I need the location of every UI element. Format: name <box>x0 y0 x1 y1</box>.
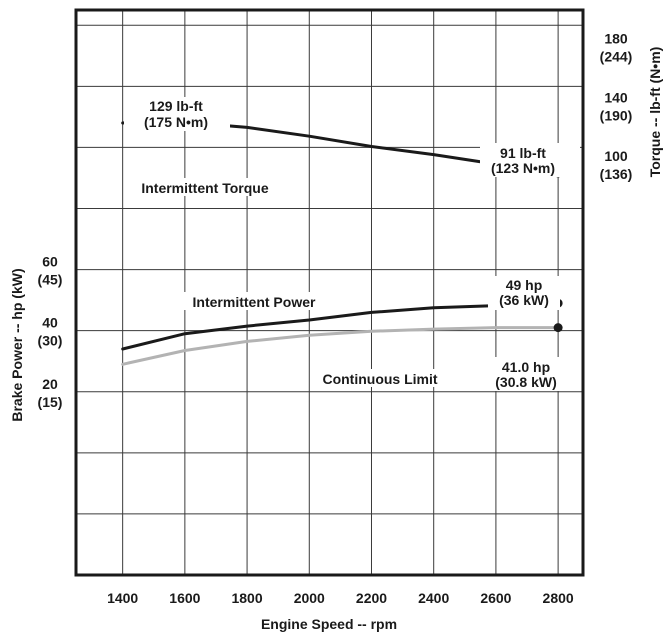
left-tick-label-kw: (15) <box>38 394 63 410</box>
torque-end-label-nm: (123 N•m) <box>491 160 555 176</box>
grid-lines <box>76 10 583 575</box>
x-axis-title: Engine Speed -- rpm <box>261 616 397 632</box>
right-tick-label-nm: (244) <box>600 49 633 65</box>
series-label-intermittent-power: Intermittent Power <box>193 294 316 310</box>
left-axis-title: Brake Power -- hp (kW) <box>9 268 25 421</box>
torque-end-label-bg <box>480 143 580 177</box>
x-tick-label: 2600 <box>480 590 511 606</box>
left-tick-label-kw: (45) <box>38 272 63 288</box>
series-line-continuous-limit <box>121 326 560 366</box>
left-tick-label-hp: 20 <box>42 376 58 392</box>
torque-peak-label-lbft: 129 lb-ft <box>149 98 203 114</box>
left-tick-label-hp: 40 <box>42 315 58 331</box>
power-end-label-kw: (36 kW) <box>499 292 549 308</box>
continuous-label-bg <box>310 369 450 387</box>
right-tick-label-lbft: 140 <box>604 89 628 105</box>
series-label-continuous-limit: Continuous Limit <box>322 371 437 387</box>
right-tick-label-lbft: 100 <box>604 148 628 164</box>
x-tick-label: 1600 <box>169 590 200 606</box>
torque-label-bg <box>130 178 280 196</box>
x-tick-label: 1800 <box>231 590 262 606</box>
power-label-bg <box>180 292 328 310</box>
continuous-end-label-kw: (30.8 kW) <box>495 374 556 390</box>
left-tick-label-hp: 60 <box>42 254 58 270</box>
right-tick-label-nm: (136) <box>600 166 633 182</box>
right-axis-title: Torque -- lb-ft (N•m) <box>647 47 663 178</box>
torque-peak-label-nm: (175 N•m) <box>144 114 208 130</box>
left-tick-labels: 60 (45) 40 (30) 20 (15) <box>38 254 63 410</box>
power-end-label-hp: 49 hp <box>506 277 543 293</box>
right-tick-labels: 180 (244) 140 (190) 100 (136) <box>600 31 633 182</box>
x-tick-label: 2800 <box>543 590 574 606</box>
plot-frame <box>74 8 585 577</box>
right-tick-label-lbft: 180 <box>604 31 628 47</box>
x-tick-label: 2400 <box>418 590 449 606</box>
x-tick-label: 2200 <box>356 590 387 606</box>
continuous-end-label-hp: 41.0 hp <box>502 359 550 375</box>
x-tick-label: 2000 <box>294 590 325 606</box>
torque-peak-label-bg <box>124 97 230 131</box>
power-end-label-bg <box>488 276 560 310</box>
x-tick-label: 1400 <box>107 590 138 606</box>
series-line-intermittent-power <box>121 301 560 351</box>
left-tick-label-kw: (30) <box>38 333 63 349</box>
x-tick-labels: 1400 1600 1800 2000 2200 2400 2600 2800 <box>107 590 574 606</box>
torque-end-label-lbft: 91 lb-ft <box>500 145 546 161</box>
data-point <box>553 323 563 333</box>
right-tick-label-nm: (190) <box>600 107 633 123</box>
series-label-intermittent-torque: Intermittent Torque <box>141 180 269 196</box>
continuous-end-label-bg <box>490 357 566 391</box>
